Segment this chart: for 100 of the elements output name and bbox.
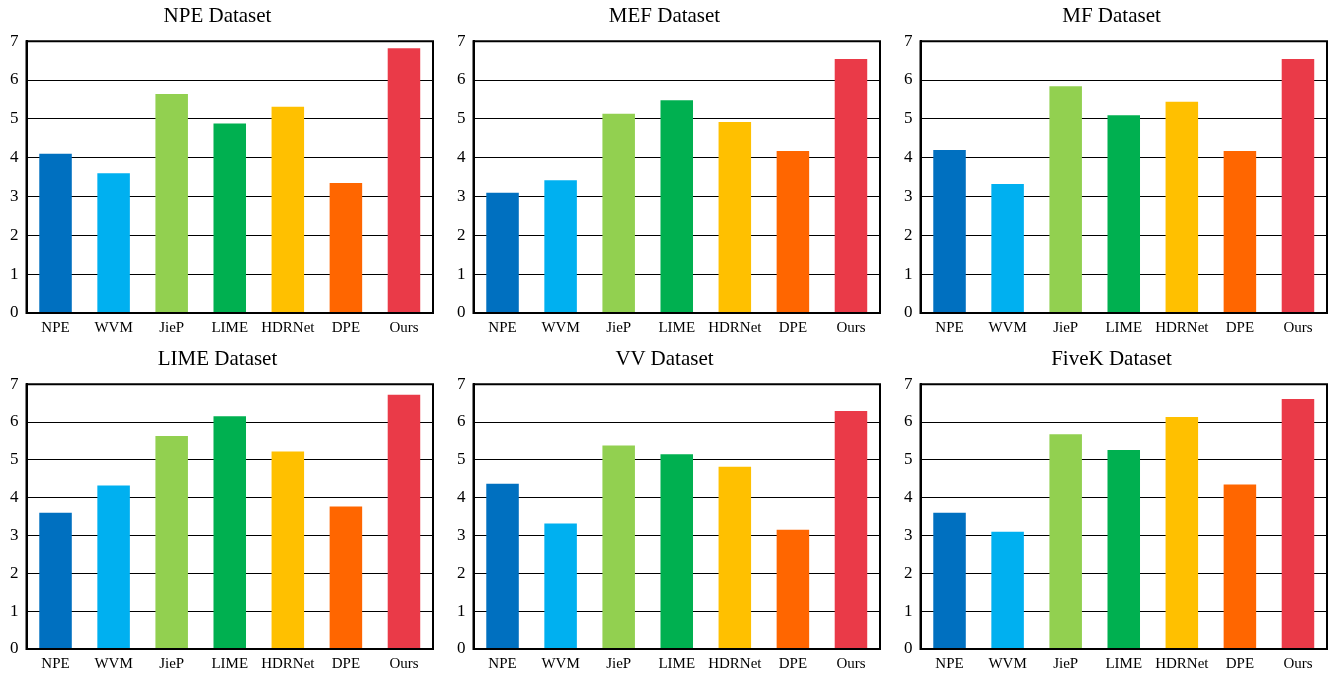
y-tick-label: 6 — [10, 69, 19, 89]
x-tick-label: JieP — [1053, 654, 1079, 671]
bar — [486, 192, 519, 313]
y-tick-label: 6 — [904, 69, 913, 89]
y-tick-label: 5 — [10, 108, 19, 128]
y-tick-label: 1 — [904, 600, 913, 620]
chart-title: LIME Dataset — [157, 346, 278, 371]
bar — [39, 153, 72, 313]
y-tick-label: 7 — [904, 30, 913, 50]
bar — [834, 411, 868, 649]
y-tick-label: 7 — [457, 373, 466, 393]
chart-title: MF Dataset — [1062, 3, 1161, 28]
x-tick-label: WVM — [541, 654, 580, 671]
x-tick-label: LIME — [1105, 318, 1143, 335]
bar — [39, 512, 72, 649]
y-tick-label: 4 — [457, 487, 466, 507]
x-tick-label: Ours — [389, 654, 419, 671]
y-tick-label: 5 — [10, 449, 19, 469]
x-tick-label: DPE — [778, 318, 808, 335]
y-tick-label: 6 — [904, 411, 913, 431]
x-tick-label: LIME — [658, 654, 696, 671]
y-tick-label: 0 — [10, 302, 19, 322]
x-tick-label: WVM — [988, 654, 1027, 671]
bar — [660, 100, 694, 313]
chart-title: MEF Dataset — [608, 3, 721, 28]
y-tick-label: 6 — [457, 69, 466, 89]
x-tick-label: WVM — [988, 318, 1027, 335]
bar — [1165, 417, 1199, 649]
x-tick-label: NPE — [935, 654, 964, 671]
x-tick-label: NPE — [488, 654, 517, 671]
y-tick-label: 2 — [10, 562, 19, 582]
bar — [387, 48, 421, 313]
y-tick-label: 4 — [904, 147, 913, 167]
bar — [155, 94, 188, 313]
chart-title: NPE Dataset — [163, 3, 272, 28]
y-tick-label: 5 — [904, 108, 913, 128]
x-tick-label: JieP — [606, 318, 632, 335]
bar — [834, 59, 868, 313]
y-tick-label: 4 — [457, 147, 466, 167]
y-tick-label: 2 — [904, 224, 913, 244]
x-tick-label: HDRNet — [708, 318, 763, 335]
bar — [602, 113, 635, 313]
bar — [1165, 101, 1199, 313]
y-tick-label: 4 — [10, 147, 19, 167]
x-tick-label: HDRNet — [708, 654, 763, 671]
bar — [544, 523, 577, 649]
y-tick-label: 7 — [904, 373, 913, 393]
chart-title: VV Dataset — [615, 346, 714, 371]
y-tick-label: 0 — [10, 638, 19, 658]
x-tick-label: LIME — [1105, 654, 1143, 671]
y-tick-label: 7 — [10, 30, 19, 50]
bar — [213, 416, 247, 649]
bar — [271, 451, 305, 649]
bar — [1049, 434, 1082, 649]
bar — [776, 151, 810, 313]
bar — [1107, 115, 1141, 313]
y-tick-label: 4 — [10, 487, 19, 507]
y-tick-label: 6 — [10, 411, 19, 431]
y-tick-label: 4 — [904, 487, 913, 507]
bar — [544, 180, 577, 313]
x-tick-label: HDRNet — [261, 654, 316, 671]
x-tick-label: HDRNet — [1155, 654, 1210, 671]
x-tick-label: JieP — [1053, 318, 1079, 335]
y-tick-label: 1 — [10, 263, 19, 283]
x-tick-label: Ours — [836, 654, 866, 671]
bar — [97, 173, 130, 313]
x-tick-label: JieP — [159, 318, 185, 335]
y-tick-label: 3 — [457, 524, 466, 544]
x-tick-label: WVM — [94, 318, 133, 335]
bar — [1107, 450, 1141, 649]
y-tick-label: 3 — [904, 524, 913, 544]
y-tick-label: 1 — [457, 263, 466, 283]
bar — [1223, 151, 1257, 313]
y-tick-label: 1 — [904, 263, 913, 283]
x-tick-label: DPE — [331, 318, 361, 335]
x-tick-label: Ours — [1283, 654, 1313, 671]
y-tick-label: 1 — [10, 600, 19, 620]
y-tick-label: 5 — [457, 449, 466, 469]
x-tick-label: DPE — [1225, 654, 1255, 671]
bar — [97, 485, 130, 649]
bar — [387, 394, 421, 649]
y-tick-label: 2 — [904, 562, 913, 582]
bar — [1281, 398, 1315, 649]
x-tick-label: JieP — [159, 654, 185, 671]
bar — [213, 123, 247, 313]
x-tick-label: DPE — [778, 654, 808, 671]
bar — [1281, 59, 1315, 313]
x-tick-label: Ours — [836, 318, 866, 335]
x-tick-label: Ours — [1283, 318, 1313, 335]
x-tick-label: DPE — [331, 654, 361, 671]
y-tick-label: 6 — [457, 411, 466, 431]
y-tick-label: 3 — [10, 524, 19, 544]
x-tick-label: LIME — [211, 654, 249, 671]
bar — [991, 184, 1024, 313]
y-tick-label: 1 — [457, 600, 466, 620]
y-tick-label: 5 — [457, 108, 466, 128]
bar — [329, 182, 363, 313]
x-tick-label: DPE — [1225, 318, 1255, 335]
y-tick-label: 0 — [457, 638, 466, 658]
bar — [1223, 484, 1257, 649]
